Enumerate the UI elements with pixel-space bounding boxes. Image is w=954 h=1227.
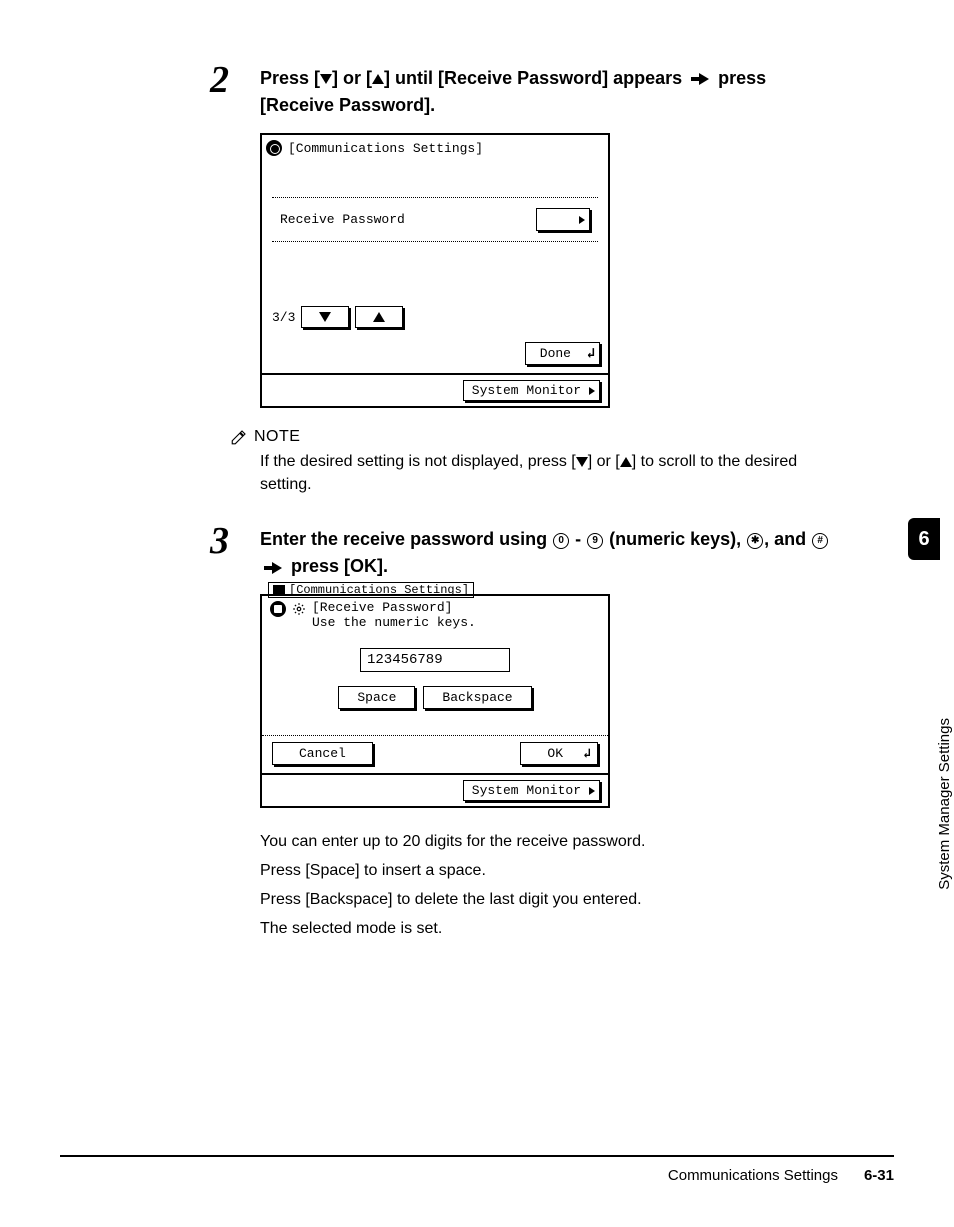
lcd2-wrapper: [Communications Settings] [Receive Passw…	[260, 594, 610, 808]
tail-line-2: Press [Space] to insert a space.	[260, 857, 840, 886]
lcd1-page-indicator: 3/3	[272, 310, 295, 325]
page-footer: Communications Settings 6-31	[60, 1155, 894, 1184]
lcd1-system-monitor-button[interactable]: System Monitor	[463, 380, 600, 401]
lcd1-system-row: System Monitor	[262, 373, 608, 406]
pencil-icon	[230, 428, 248, 446]
lcd1-receive-password-item[interactable]: Receive Password	[272, 197, 598, 242]
step-3-text: Enter the receive password using 0 - 9 (…	[260, 526, 840, 580]
step-3-number: 3	[210, 522, 260, 560]
note-header: NOTE	[230, 428, 840, 446]
lcd1-done-button[interactable]: Done	[525, 342, 600, 365]
lcd1-body: Receive Password 3/3 Done	[262, 197, 608, 373]
footer-section-name: Communications Settings	[668, 1167, 838, 1184]
tail-line-4: The selected mode is set.	[260, 915, 840, 944]
lcd1-title: [Communications Settings]	[288, 141, 483, 156]
lcd1-pager: 3/3	[262, 298, 608, 336]
up-triangle-icon	[620, 457, 632, 467]
lcd2-title-group: [Receive Password] Use the numeric keys.	[312, 600, 476, 630]
down-triangle-icon	[319, 312, 331, 322]
note-frag-a: If the desired setting is not displayed,…	[260, 453, 576, 470]
lcd1-page-down-button[interactable]	[301, 306, 349, 328]
hash-key-icon: #	[812, 533, 828, 549]
lcd2-action-row: Cancel OK	[262, 735, 608, 773]
lcd2-system-monitor-button[interactable]: System Monitor	[463, 780, 600, 801]
chapter-label: System Manager Settings	[936, 718, 953, 890]
asterisk-key-icon: ✱	[747, 533, 763, 549]
lcd2-titlebar: [Receive Password] Use the numeric keys.	[262, 596, 608, 630]
lcd1-item-go-button[interactable]	[536, 208, 590, 231]
step-2-frag-b: ] or [	[332, 68, 372, 88]
footer-page-number: 6-31	[864, 1167, 894, 1184]
step-3-dash: -	[570, 529, 586, 549]
step-3-frag-b: (numeric keys),	[604, 529, 746, 549]
step-2-number: 2	[210, 61, 260, 99]
note-block: NOTE If the desired setting is not displ…	[230, 428, 840, 496]
space-button[interactable]: Space	[338, 686, 415, 709]
step-2-frag-a: Press [	[260, 68, 320, 88]
settings-mode-icon	[270, 601, 286, 617]
numeric-key-9-icon: 9	[587, 533, 603, 549]
right-arrow-icon	[691, 73, 709, 85]
step-3-comma: , and	[764, 529, 811, 549]
tail-line-1: You can enter up to 20 digits for the re…	[260, 828, 840, 857]
settings-mode-icon	[266, 140, 282, 156]
tail-line-3: Press [Backspace] to delete the last dig…	[260, 886, 840, 915]
lcd1-item-label: Receive Password	[280, 212, 405, 227]
lcd-screen-2: [Receive Password] Use the numeric keys.…	[260, 594, 610, 808]
lcd2-title: [Receive Password]	[312, 600, 476, 615]
step-2: 2 Press [] or [] until [Receive Password…	[210, 65, 840, 119]
down-triangle-icon	[320, 74, 332, 84]
page-content: 2 Press [] or [] until [Receive Password…	[210, 65, 840, 944]
up-triangle-icon	[372, 74, 384, 84]
right-arrow-icon	[264, 562, 282, 574]
note-label: NOTE	[254, 428, 300, 446]
note-text: If the desired setting is not displayed,…	[260, 450, 840, 496]
ok-button[interactable]: OK	[520, 742, 598, 765]
note-frag-b: ] or [	[588, 453, 620, 470]
lcd2-key-row: Space Backspace	[262, 686, 608, 709]
step-2-frag-c: ] until [Receive Password] appears	[384, 68, 687, 88]
up-triangle-icon	[373, 312, 385, 322]
step-3: 3 Enter the receive password using 0 - 9…	[210, 526, 840, 580]
down-triangle-icon	[576, 457, 588, 467]
numeric-key-0-icon: 0	[553, 533, 569, 549]
lcd1-footer: Done	[262, 336, 608, 373]
lcd-screen-1: [Communications Settings] Receive Passwo…	[260, 133, 610, 408]
chapter-side-tab: 6 System Manager Settings	[908, 518, 942, 738]
cancel-button[interactable]: Cancel	[272, 742, 373, 765]
lcd1-titlebar: [Communications Settings]	[262, 135, 608, 161]
step-3-frag-a: Enter the receive password using	[260, 529, 552, 549]
step-3-frag-c: press [OK].	[286, 556, 388, 576]
chapter-number-badge: 6	[908, 518, 940, 560]
lcd2-system-row: System Monitor	[262, 773, 608, 806]
step-2-text: Press [ ] or [ ] until [Receive Password] …	[260, 65, 840, 119]
lcd2-hint: Use the numeric keys.	[312, 615, 476, 630]
lcd1-page-up-button[interactable]	[355, 306, 403, 328]
password-input[interactable]: 123456789	[360, 648, 510, 672]
gear-icon	[292, 602, 306, 616]
backspace-button[interactable]: Backspace	[423, 686, 531, 709]
